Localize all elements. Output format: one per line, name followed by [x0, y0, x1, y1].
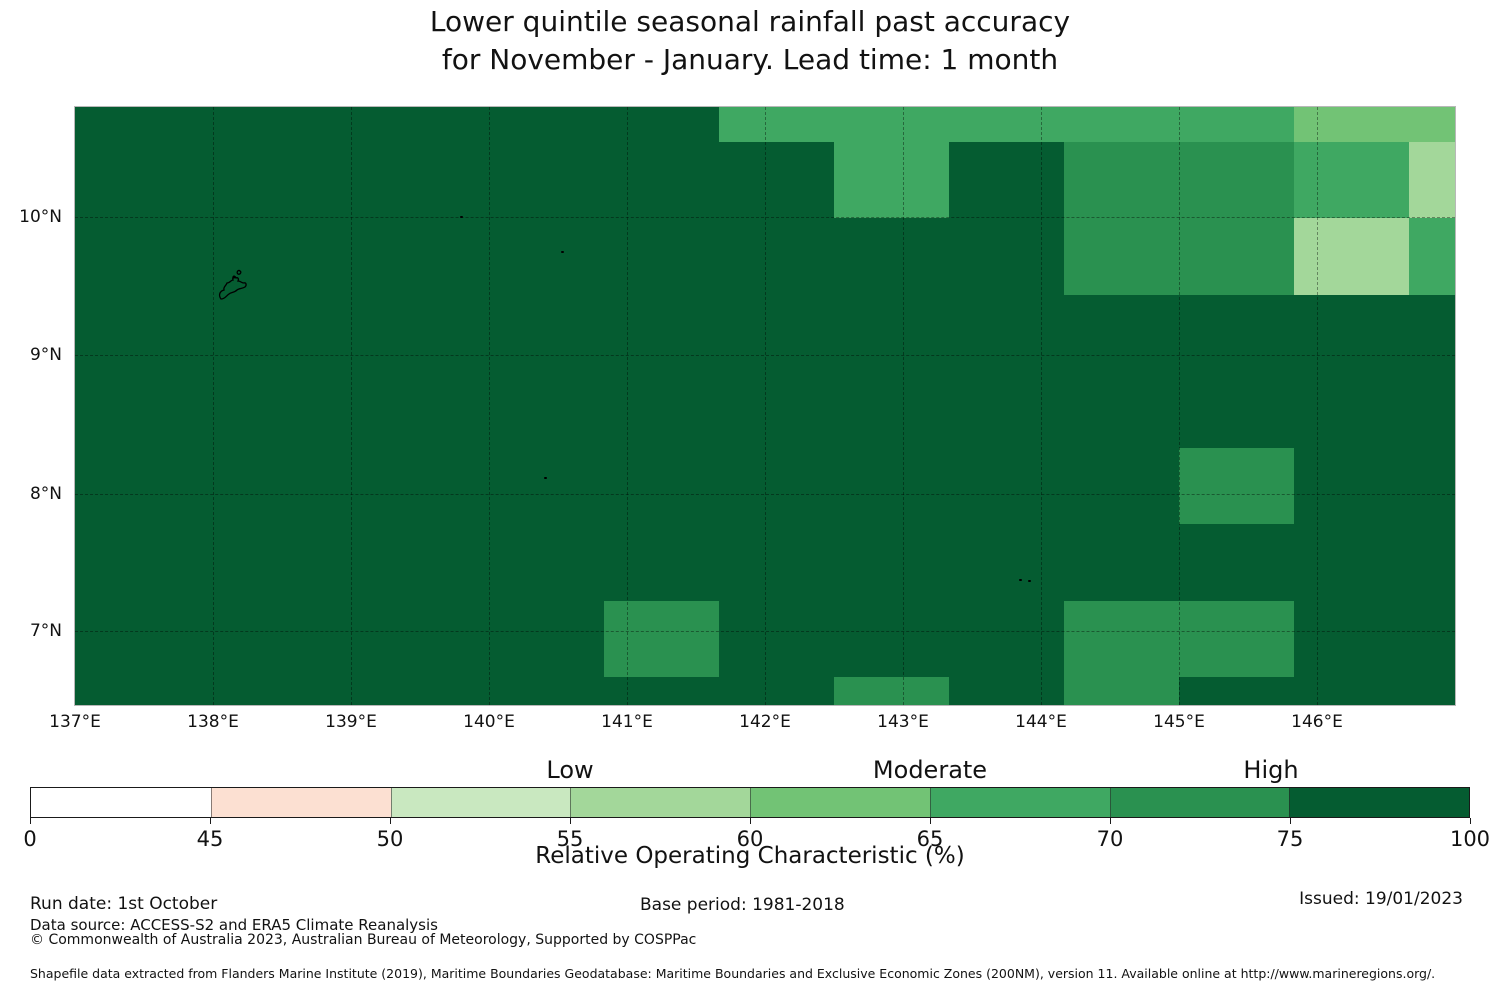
latitude-gridline	[75, 217, 1455, 218]
colorbar	[30, 787, 1470, 818]
colorbar-segment	[31, 788, 211, 817]
y-tick-label: 8°N	[29, 484, 62, 504]
colorbar-tick-label: 45	[196, 827, 224, 851]
map-cell	[604, 601, 719, 677]
map-plot-area	[74, 106, 1456, 706]
colorbar-tick	[570, 818, 571, 824]
base-period-text: Base period: 1981-2018	[640, 895, 845, 915]
x-tick-label: 141°E	[601, 712, 653, 732]
colorbar-tick	[210, 818, 211, 824]
map-cell	[1294, 142, 1409, 218]
longitude-gridline	[1317, 107, 1318, 705]
colorbar-tick	[390, 818, 391, 824]
longitude-gridline	[489, 107, 490, 705]
colorbar-axis-label: Relative Operating Characteristic (%)	[535, 843, 965, 869]
map-cell	[1294, 107, 1455, 142]
y-tick-label: 10°N	[19, 207, 62, 227]
longitude-gridline	[903, 107, 904, 705]
latitude-gridline	[75, 355, 1455, 356]
colorbar-category-label: High	[1243, 756, 1299, 784]
colorbar-tick	[1290, 818, 1291, 824]
x-tick-label: 145°E	[1153, 712, 1205, 732]
x-tick-label: 138°E	[187, 712, 239, 732]
islet-speck	[561, 251, 564, 253]
x-tick-label: 142°E	[739, 712, 791, 732]
colorbar-segment	[1289, 788, 1469, 817]
colorbar-tick-label: 0	[23, 827, 37, 851]
map-cell	[1179, 448, 1294, 524]
colorbar-tick-label: 100	[1449, 827, 1491, 851]
shapefile-disclaimer-text: Shapefile data extracted from Flanders M…	[30, 966, 1436, 981]
x-tick-label: 140°E	[463, 712, 515, 732]
longitude-gridline	[1179, 107, 1180, 705]
x-tick-label: 144°E	[1015, 712, 1067, 732]
map-cell	[1409, 218, 1455, 295]
x-tick-label: 137°E	[49, 712, 101, 732]
x-tick-label: 146°E	[1291, 712, 1343, 732]
map-cell	[719, 107, 1294, 142]
colorbar-tick-label: 50	[376, 827, 404, 851]
colorbar-segment	[570, 788, 750, 817]
colorbar-tick	[750, 818, 751, 824]
colorbar-tick	[30, 818, 31, 824]
issued-date-text: Issued: 19/01/2023	[1299, 889, 1463, 909]
x-tick-label: 143°E	[877, 712, 929, 732]
map-cell	[1294, 218, 1409, 295]
map-cell	[834, 142, 949, 218]
map-cell	[1409, 142, 1455, 218]
longitude-gridline	[765, 107, 766, 705]
longitude-gridline	[351, 107, 352, 705]
latitude-gridline	[75, 631, 1455, 632]
colorbar-tick-label: 65	[916, 827, 944, 851]
colorbar-segment	[929, 788, 1110, 817]
data-source-text: Data source: ACCESS-S2 and ERA5 Climate …	[30, 916, 438, 934]
islet-speck	[1028, 580, 1031, 582]
chart-title-line-2: for November - January. Lead time: 1 mon…	[441, 43, 1059, 76]
colorbar-tick	[930, 818, 931, 824]
map-cell	[1064, 677, 1179, 705]
islet-speck	[460, 216, 463, 218]
islet-speck	[544, 477, 547, 479]
longitude-gridline	[627, 107, 628, 705]
colorbar-segment	[390, 788, 571, 817]
longitude-gridline	[1041, 107, 1042, 705]
colorbar-tick-label: 60	[736, 827, 764, 851]
map-cell	[1064, 601, 1294, 677]
latitude-gridline	[75, 494, 1455, 495]
x-tick-label: 139°E	[325, 712, 377, 732]
longitude-gridline	[213, 107, 214, 705]
map-cell	[1064, 218, 1294, 295]
colorbar-category-label: Moderate	[872, 756, 988, 784]
chart-title-line-1: Lower quintile seasonal rainfall past ac…	[429, 5, 1071, 38]
run-date-text: Run date: 1st October	[30, 894, 218, 914]
colorbar-segment	[750, 788, 930, 817]
copyright-text: © Commonwealth of Australia 2023, Austra…	[30, 932, 697, 948]
y-tick-label: 7°N	[29, 621, 62, 641]
map-cell	[834, 677, 949, 705]
colorbar-tick	[1470, 818, 1471, 824]
colorbar-tick-label: 70	[1096, 827, 1124, 851]
y-tick-label: 9°N	[29, 345, 62, 365]
map-cell	[1064, 142, 1294, 218]
colorbar-tick	[1110, 818, 1111, 824]
colorbar-segment	[210, 788, 391, 817]
colorbar-segment	[1109, 788, 1290, 817]
colorbar-category-label: Low	[546, 756, 594, 784]
colorbar-tick-label: 75	[1276, 827, 1304, 851]
colorbar-tick-label: 55	[556, 827, 584, 851]
island-outline	[218, 269, 247, 300]
islet-speck	[1019, 579, 1022, 581]
